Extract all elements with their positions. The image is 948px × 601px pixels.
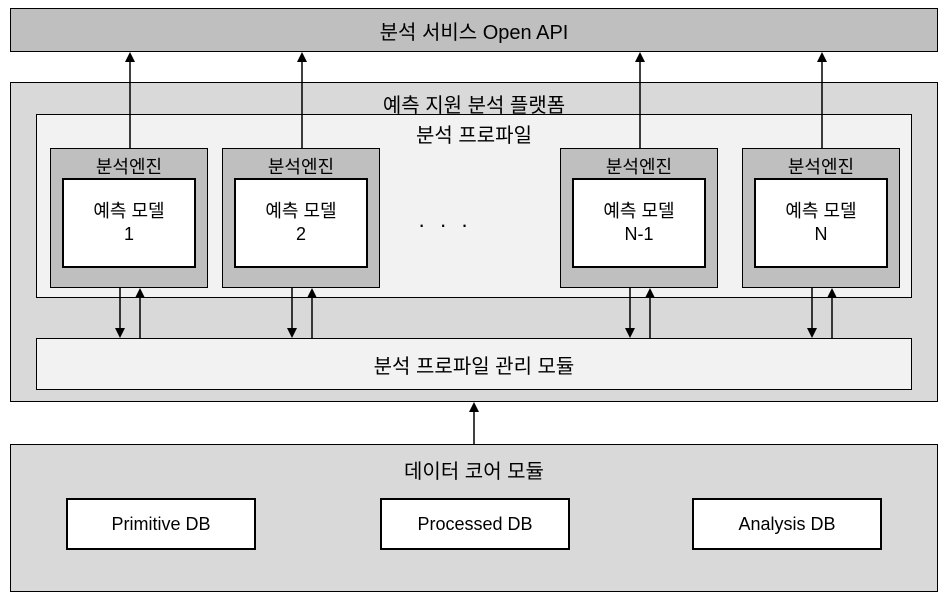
db-box: Processed DB	[380, 498, 570, 550]
core-title: 데이터 코어 모듈	[404, 455, 544, 484]
model-box: 예측 모델2	[234, 178, 368, 268]
model-box: 예측 모델N-1	[572, 178, 706, 268]
model-label-line1: 예측 모델	[265, 200, 336, 223]
engine-label: 분석엔진	[268, 153, 334, 179]
db-label: Primitive DB	[111, 514, 210, 535]
model-label-line2: N-1	[624, 223, 653, 246]
model-label-line1: 예측 모델	[93, 200, 164, 223]
engine-label: 분석엔진	[96, 153, 162, 179]
db-label: Processed DB	[417, 514, 532, 535]
model-label-line2: N	[815, 223, 828, 246]
engine-label: 분석엔진	[606, 153, 672, 179]
model-label-line1: 예측 모델	[785, 200, 856, 223]
model-box: 예측 모델1	[62, 178, 196, 268]
db-box: Analysis DB	[692, 498, 882, 550]
mgmt-module: 분석 프로파일 관리 모듈	[36, 338, 912, 390]
db-box: Primitive DB	[66, 498, 256, 550]
db-label: Analysis DB	[738, 514, 835, 535]
mgmt-label: 분석 프로파일 관리 모듈	[374, 350, 575, 379]
model-box: 예측 모델N	[754, 178, 888, 268]
profile-title: 분석 프로파일	[416, 119, 532, 148]
ellipsis: · · ·	[418, 212, 472, 238]
model-label-line1: 예측 모델	[603, 200, 674, 223]
model-label-line2: 1	[124, 223, 134, 246]
engine-label: 분석엔진	[788, 153, 854, 179]
api-bar: 분석 서비스 Open API	[10, 8, 938, 52]
api-bar-label: 분석 서비스 Open API	[380, 16, 569, 45]
model-label-line2: 2	[296, 223, 306, 246]
